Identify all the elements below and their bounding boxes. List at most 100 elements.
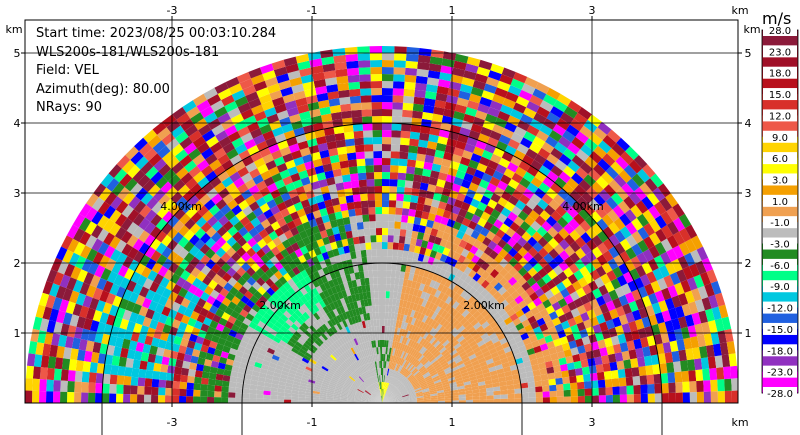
velocity-cell — [383, 389, 386, 397]
velocity-cell — [278, 233, 288, 243]
velocity-cell — [507, 398, 515, 403]
velocity-cell — [303, 354, 311, 361]
velocity-cell — [339, 377, 347, 382]
velocity-cell — [681, 370, 690, 382]
velocity-cell — [417, 253, 425, 262]
velocity-cell — [338, 283, 346, 292]
velocity-cell — [317, 374, 325, 380]
velocity-cell — [463, 70, 477, 80]
velocity-cell — [387, 376, 391, 383]
velocity-cell — [80, 328, 90, 341]
velocity-cell — [391, 326, 396, 335]
velocity-cell — [117, 265, 129, 278]
velocity-cell — [265, 259, 275, 269]
velocity-cell — [256, 277, 266, 287]
velocity-cell — [124, 367, 133, 377]
velocity-cell — [250, 151, 263, 162]
velocity-cell — [345, 138, 355, 147]
velocity-cell — [367, 334, 372, 342]
velocity-cell — [202, 210, 214, 222]
velocity-cell — [413, 360, 420, 367]
velocity-cell — [79, 231, 91, 246]
velocity-cell — [213, 147, 227, 160]
velocity-cell — [92, 287, 103, 301]
velocity-cell — [717, 379, 725, 392]
velocity-cell — [78, 217, 92, 232]
velocity-cell — [375, 214, 382, 222]
velocity-cell — [524, 310, 534, 319]
velocity-cell — [304, 340, 313, 347]
velocity-cell — [390, 277, 396, 285]
velocity-cell — [261, 244, 271, 255]
velocity-cell — [275, 252, 285, 262]
velocity-cell — [208, 340, 218, 349]
velocity-cell — [335, 68, 348, 78]
velocity-cell — [391, 378, 396, 385]
velocity-cell — [546, 87, 561, 100]
velocity-cell — [344, 382, 352, 387]
velocity-cell — [457, 348, 466, 355]
velocity-cell — [477, 201, 488, 212]
velocity-cell — [439, 346, 447, 354]
velocity-cell — [402, 378, 408, 385]
velocity-cell — [631, 329, 641, 341]
velocity-cell — [403, 194, 412, 202]
velocity-cell — [132, 226, 145, 239]
velocity-cell — [345, 350, 351, 358]
velocity-cell — [333, 392, 341, 396]
velocity-cell — [270, 246, 281, 256]
velocity-cell — [352, 116, 363, 125]
velocity-cell — [333, 373, 341, 379]
velocity-cell — [563, 165, 576, 178]
velocity-cell — [384, 368, 386, 376]
velocity-cell — [61, 235, 73, 250]
velocity-cell — [489, 278, 499, 288]
velocity-cell — [102, 393, 110, 403]
velocity-cell — [404, 81, 416, 90]
velocity-cell — [310, 180, 321, 190]
velocity-cell — [459, 400, 466, 403]
velocity-cell — [414, 388, 422, 393]
velocity-cell — [358, 307, 364, 315]
velocity-cell — [400, 130, 411, 139]
velocity-cell — [399, 358, 404, 366]
velocity-cell — [416, 203, 425, 212]
velocity-cell — [510, 290, 520, 300]
velocity-cell — [457, 388, 466, 393]
velocity-cell — [276, 73, 290, 84]
velocity-cell — [345, 274, 352, 282]
velocity-cell — [321, 342, 329, 350]
velocity-cell — [392, 355, 396, 363]
velocity-cell — [364, 341, 369, 350]
velocity-cell — [559, 336, 569, 345]
velocity-cell — [409, 266, 416, 274]
velocity-cell — [598, 189, 611, 202]
velocity-cell — [145, 289, 156, 301]
velocity-cell — [556, 384, 564, 391]
velocity-cell — [80, 245, 92, 259]
velocity-cell — [420, 261, 428, 270]
velocity-cell — [604, 281, 615, 293]
velocity-cell — [137, 174, 151, 188]
velocity-cell — [371, 326, 375, 334]
velocity-cell — [424, 316, 431, 325]
velocity-cell — [361, 383, 367, 389]
velocity-cell — [467, 236, 477, 246]
velocity-cell — [231, 204, 243, 216]
velocity-cell — [318, 335, 326, 343]
velocity-cell — [387, 395, 395, 400]
velocity-cell — [172, 388, 180, 396]
velocity-cell — [320, 385, 329, 390]
velocity-cell — [334, 387, 343, 392]
velocity-cell — [395, 381, 401, 388]
velocity-cell — [474, 208, 484, 218]
velocity-cell — [382, 396, 384, 403]
velocity-cell — [568, 340, 578, 349]
velocity-cell — [370, 74, 382, 82]
velocity-cell — [467, 295, 476, 305]
velocity-cell — [353, 330, 359, 339]
velocity-cell — [227, 107, 241, 119]
velocity-cell — [468, 278, 477, 288]
velocity-cell — [192, 277, 203, 288]
velocity-cell — [434, 214, 443, 224]
